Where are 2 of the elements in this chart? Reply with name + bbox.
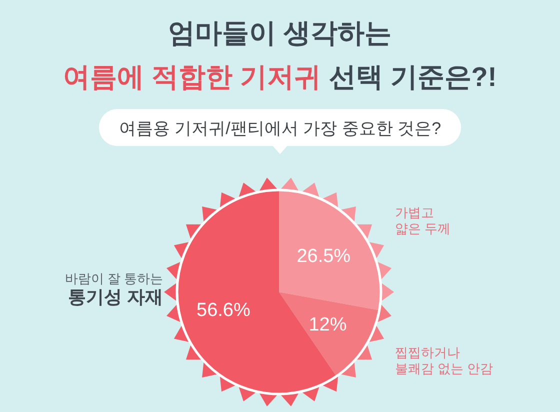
title: 엄마들이 생각하는 [168,18,392,48]
title: 여름에 적합한 기저귀 선택 기준은?! [63,62,497,92]
